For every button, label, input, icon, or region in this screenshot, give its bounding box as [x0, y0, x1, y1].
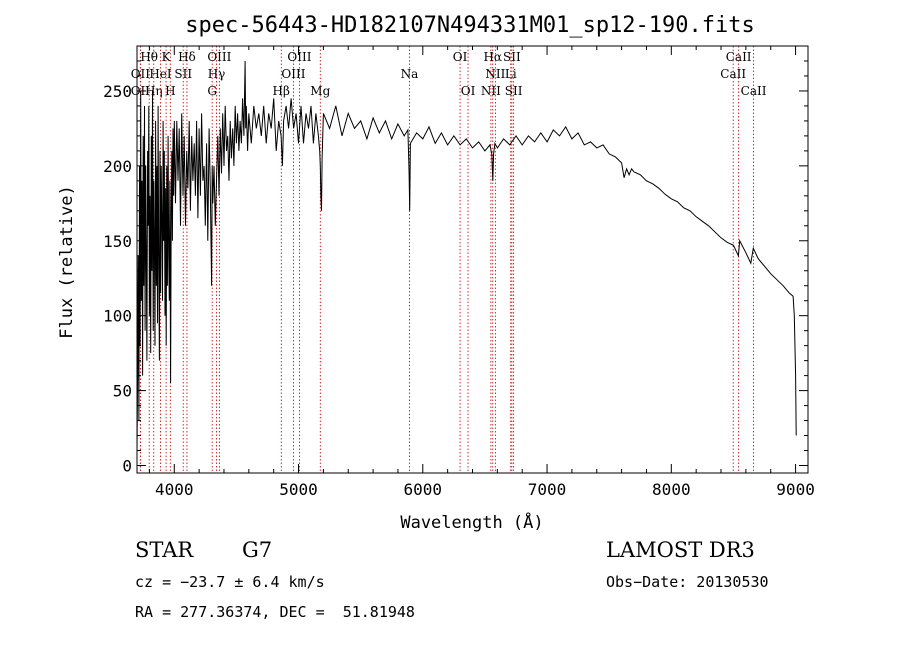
ra-dec: RA = 277.36374, DEC = 51.81948 — [135, 603, 415, 621]
marker-label-21: NII — [481, 84, 501, 98]
marker-label-3: Hη — [145, 84, 163, 98]
x-axis-label: Wavelength (Å) — [400, 511, 543, 533]
y-axis-label: Flux (relative) — [57, 185, 77, 339]
marker-label-2: Hθ — [140, 50, 158, 64]
marker-label-11: G — [207, 84, 217, 98]
marker-label-13: OIII — [281, 67, 305, 81]
marker-label-18: OI — [461, 84, 476, 98]
marker-label-23: Li — [505, 67, 517, 81]
x-tick-label-6000: 6000 — [404, 480, 443, 499]
marker-label-5: K — [162, 50, 172, 64]
y-tick-label-50: 50 — [113, 382, 132, 401]
spectrum-line — [136, 60, 797, 451]
marker-label-1: OII — [131, 67, 151, 81]
marker-label-10: Hγ — [208, 67, 226, 81]
line-markers: OIIOIIHθHηHeIKHSIIHδOIIIHγGHβOIIIOIIIMgN… — [131, 46, 767, 473]
y-tick-label-0: 0 — [122, 457, 132, 476]
y-tick-label-250: 250 — [103, 82, 132, 101]
marker-label-20: NII — [485, 67, 505, 81]
marker-label-7: SII — [174, 67, 192, 81]
x-tick-label-9000: 9000 — [776, 480, 815, 499]
marker-label-19: Hα — [483, 50, 502, 64]
marker-label-16: Na — [401, 67, 419, 81]
marker-label-14: OIII — [287, 50, 311, 64]
marker-label-9: OIII — [207, 50, 231, 64]
x-tick-label-7000: 7000 — [528, 480, 567, 499]
y-tick-label-150: 150 — [103, 232, 132, 251]
spectrum-series — [136, 60, 797, 451]
marker-label-26: CaII — [720, 67, 746, 81]
marker-label-25: CaII — [726, 50, 752, 64]
marker-label-4: HeI — [149, 67, 172, 81]
marker-label-15: Mg — [310, 84, 330, 98]
x-tick-label-5000: 5000 — [279, 480, 318, 499]
survey-name: LAMOST DR3 — [606, 538, 755, 562]
marker-label-6: H — [165, 84, 175, 98]
redshift-cz: cz = −23.7 ± 6.4 km/s — [135, 573, 325, 591]
axes: 4000 5000 6000 7000 8000 9000 0 50 100 150 200 250 — [103, 45, 815, 499]
marker-label-8: Hδ — [178, 50, 196, 64]
marker-label-27: CaII — [741, 84, 767, 98]
x-tick-label-4000: 4000 — [155, 480, 194, 499]
y-tick-label-100: 100 — [103, 307, 132, 326]
object-subclass: G7 — [242, 538, 273, 562]
marker-label-12: Hβ — [273, 84, 290, 98]
object-class: STAR — [135, 538, 194, 562]
chart-title: spec-56443-HD182107N494331M01_sp12-190.f… — [185, 13, 755, 38]
y-tick-label-200: 200 — [103, 157, 132, 176]
x-tick-label-8000: 8000 — [652, 480, 691, 499]
marker-label-17: OI — [453, 50, 468, 64]
observation-date: Obs−Date: 20130530 — [606, 573, 769, 591]
marker-label-24: SII — [505, 84, 523, 98]
plot-frame — [136, 45, 809, 474]
marker-label-22: SII — [503, 50, 521, 64]
